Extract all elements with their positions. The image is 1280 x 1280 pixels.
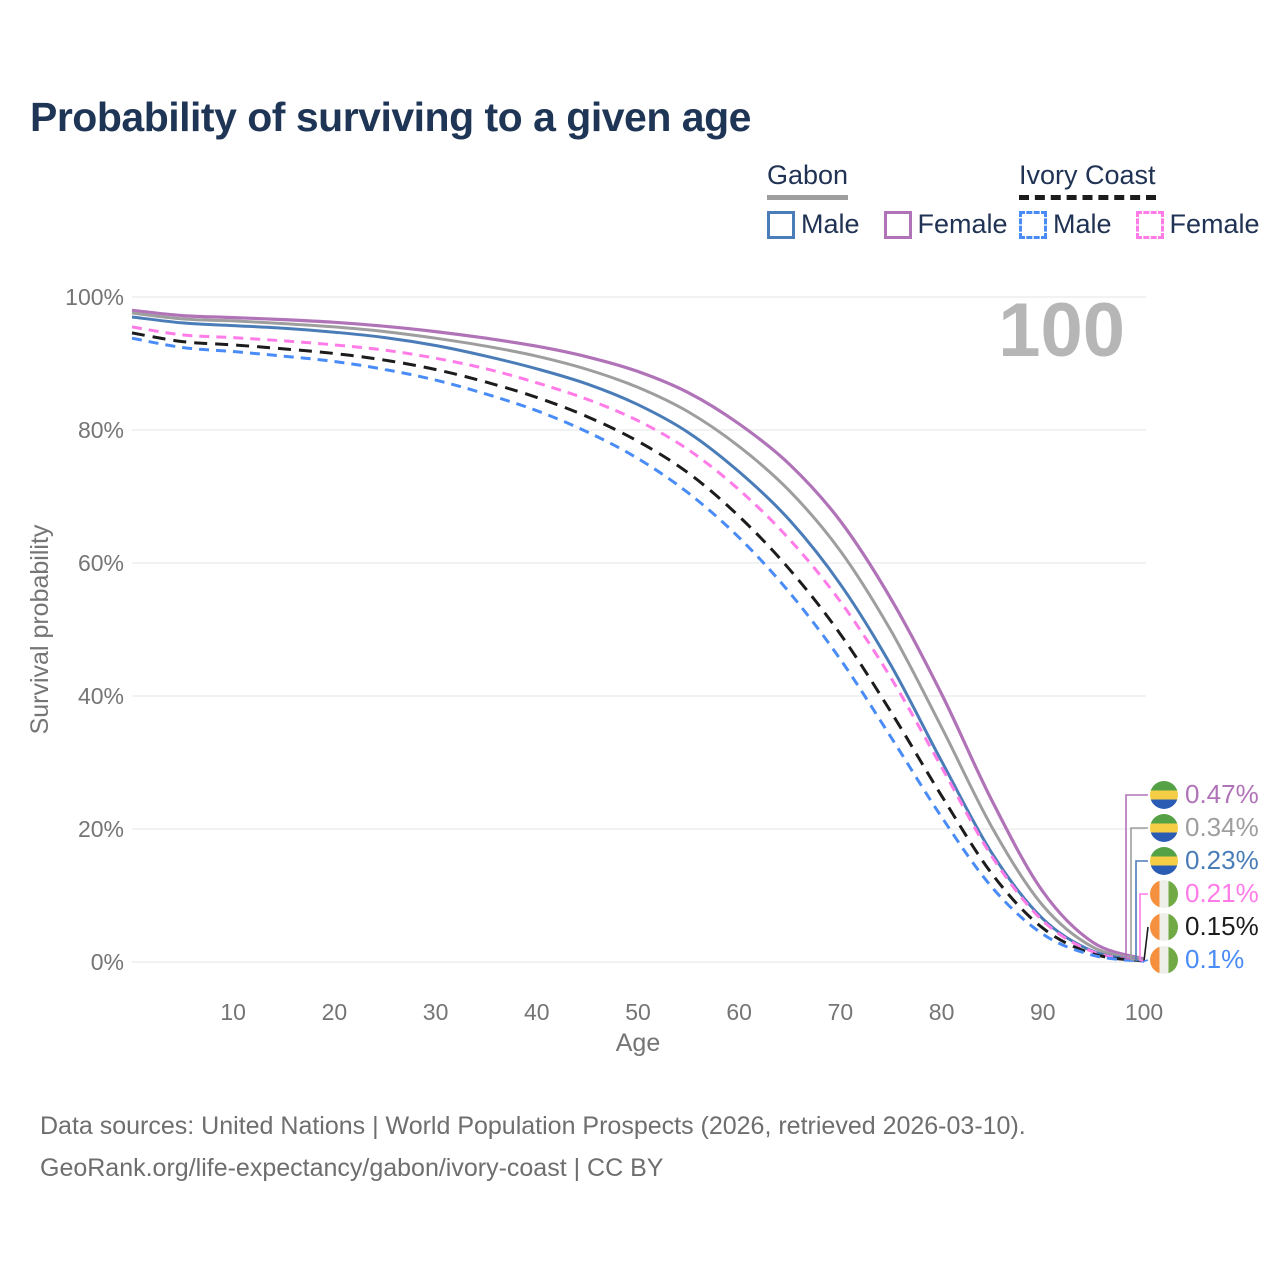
end-label-row-gabon-female[interactable]: 0.47%: [1150, 778, 1259, 811]
y-tick-label: 20%: [78, 816, 124, 842]
end-value-label: 0.1%: [1185, 944, 1245, 974]
series-line-ivory-coast-male: [131, 336, 1145, 963]
series-lines: [131, 308, 1145, 963]
end-label-row-ivory-coast-both-sexes[interactable]: 0.15%: [1150, 910, 1259, 943]
end-value-label: 0.34%: [1185, 812, 1259, 842]
y-tick-label: 100%: [65, 284, 124, 310]
y-tick-label: 0%: [91, 949, 124, 975]
legend-label: Female: [917, 209, 1008, 239]
legend-header-ivory-coast: Ivory Coast: [1019, 160, 1156, 200]
connector-gabon-female: [1125, 794, 1148, 960]
ivory-male-swatch-icon: [1019, 210, 1047, 239]
legend-header-gabon: Gabon: [767, 160, 849, 200]
y-axis: 0% 20% 40% 60% 80% 100% Survival probability: [26, 284, 124, 975]
x-tick-label: 80: [929, 999, 955, 1025]
gabon-female-swatch-icon: [883, 210, 912, 239]
x-tick-label: 30: [423, 999, 449, 1025]
end-label-row-ivory-coast-female[interactable]: 0.21%: [1150, 877, 1259, 910]
legend-item-gabon-male[interactable]: Male: [767, 209, 860, 240]
age-counter-watermark: 100: [998, 288, 1125, 373]
end-label-row-gabon-both-sexes[interactable]: 0.34%: [1150, 811, 1259, 844]
end-labels-column: 0.47% 0.34% 0.23% 0.21% 0.15% 0.1%: [1150, 778, 1259, 976]
x-tick-label: 100: [1125, 999, 1163, 1025]
gabon-flag-icon: [1150, 813, 1178, 842]
gabon-flag-icon: [1150, 846, 1178, 875]
y-tick-label: 80%: [78, 417, 124, 443]
series-line-gabon-female: [131, 308, 1145, 961]
footer-attribution: GeoRank.org/life-expectancy/gabon/ivory-…: [40, 1153, 664, 1182]
ivory-coast-flag-icon: [1150, 912, 1178, 941]
ivory-coast-flag-icon: [1150, 945, 1178, 974]
x-tick-label: 40: [524, 999, 550, 1025]
legend-group-ivory-coast: Ivory Coast Male Female: [1019, 160, 1260, 240]
x-tick-label: 60: [726, 999, 752, 1025]
y-axis-title: Survival probability: [26, 524, 54, 734]
footer: Data sources: United Nations | World Pop…: [40, 1106, 1026, 1189]
ivory-female-swatch-icon: [1135, 210, 1164, 239]
legend-item-ivory-male[interactable]: Male: [1019, 209, 1112, 240]
connector-ivory-coast-female: [1139, 893, 1148, 962]
connector-ivory-coast-male: [1143, 959, 1149, 963]
x-axis: 10 20 30 40 50 60 70 80 90 100 Age: [220, 999, 1163, 1057]
end-value-label: 0.47%: [1185, 779, 1259, 809]
end-label-row-gabon-male[interactable]: 0.23%: [1150, 844, 1259, 877]
x-tick-label: 50: [625, 999, 651, 1025]
series-line-gabon-both-sexes: [131, 311, 1145, 962]
y-tick-label: 60%: [78, 550, 124, 576]
legend-item-gabon-female[interactable]: Female: [883, 209, 1008, 240]
gabon-flag-icon: [1150, 780, 1178, 809]
end-value-label: 0.15%: [1185, 911, 1259, 941]
y-tick-label: 40%: [78, 683, 124, 709]
series-line-gabon-male: [131, 315, 1145, 962]
footer-sources: Data sources: United Nations | World Pop…: [40, 1112, 1026, 1140]
x-tick-label: 10: [220, 999, 246, 1025]
x-tick-label: 90: [1030, 999, 1056, 1025]
end-label-row-ivory-coast-male[interactable]: 0.1%: [1150, 943, 1259, 976]
legend-label: Male: [801, 209, 860, 239]
legend-label: Female: [1169, 209, 1260, 239]
ivory-coast-flag-icon: [1150, 879, 1178, 908]
connector-ivory-coast-both-sexes: [1143, 926, 1149, 962]
legend-item-ivory-female[interactable]: Female: [1135, 209, 1260, 240]
legend-group-gabon: Gabon Male Female: [767, 160, 1008, 240]
x-axis-title: Age: [616, 1029, 660, 1057]
end-label-connectors: [1125, 794, 1149, 963]
end-value-label: 0.21%: [1185, 878, 1259, 908]
end-value-label: 0.23%: [1185, 845, 1259, 875]
x-tick-label: 70: [828, 999, 854, 1025]
series-line-ivory-coast-female: [131, 325, 1145, 963]
series-line-ivory-coast-both-sexes: [131, 331, 1145, 963]
page-title: Probability of surviving to a given age: [30, 94, 751, 140]
gridlines: [132, 296, 1146, 963]
x-tick-label: 20: [322, 999, 348, 1025]
legend-label: Male: [1053, 209, 1112, 239]
gabon-male-swatch-icon: [767, 210, 795, 239]
